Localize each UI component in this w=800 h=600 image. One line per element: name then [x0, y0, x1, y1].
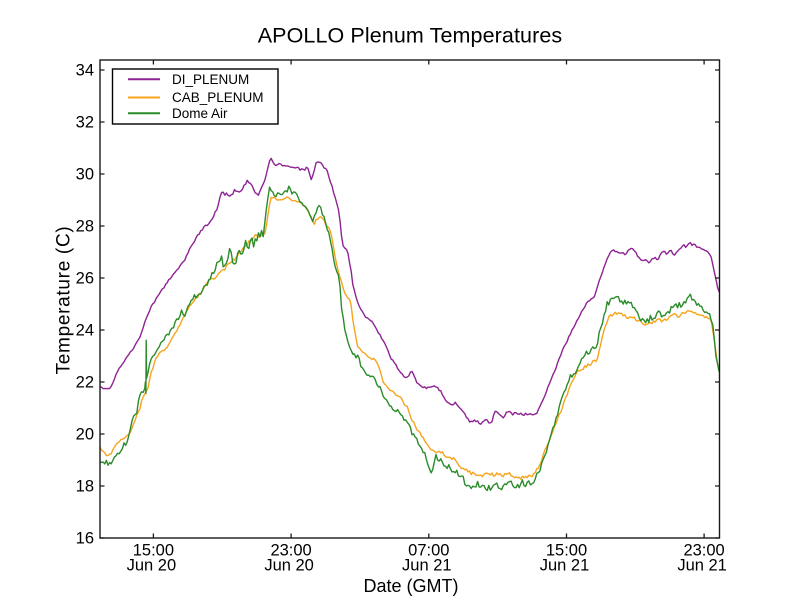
svg-text:Jun 20: Jun 20 [264, 557, 314, 575]
svg-text:24: 24 [76, 322, 94, 340]
svg-text:Temperature (C): Temperature (C) [54, 226, 75, 375]
svg-text:26: 26 [76, 270, 94, 288]
svg-text:18: 18 [76, 478, 94, 496]
svg-text:34: 34 [76, 62, 94, 80]
svg-text:CAB_PLENUM: CAB_PLENUM [172, 90, 264, 105]
svg-text:Jun 21: Jun 21 [540, 557, 590, 575]
svg-text:APOLLO Plenum Temperatures: APOLLO Plenum Temperatures [258, 24, 563, 48]
svg-text:Date (GMT): Date (GMT) [363, 576, 458, 596]
svg-text:Jun 21: Jun 21 [677, 557, 727, 575]
svg-text:23:00: 23:00 [683, 542, 724, 560]
svg-text:Jun 21: Jun 21 [402, 557, 452, 575]
svg-text:28: 28 [76, 218, 94, 236]
svg-text:16: 16 [76, 530, 94, 548]
svg-text:30: 30 [76, 166, 94, 184]
svg-text:23:00: 23:00 [270, 542, 311, 560]
svg-text:Dome Air: Dome Air [172, 106, 228, 121]
svg-text:15:00: 15:00 [546, 542, 587, 560]
svg-text:07:00: 07:00 [408, 542, 449, 560]
svg-text:15:00: 15:00 [133, 542, 174, 560]
svg-text:DI_PLENUM: DI_PLENUM [172, 72, 249, 87]
svg-text:22: 22 [76, 374, 94, 392]
svg-text:20: 20 [76, 426, 94, 444]
svg-text:32: 32 [76, 114, 94, 132]
svg-text:Jun 20: Jun 20 [127, 557, 177, 575]
